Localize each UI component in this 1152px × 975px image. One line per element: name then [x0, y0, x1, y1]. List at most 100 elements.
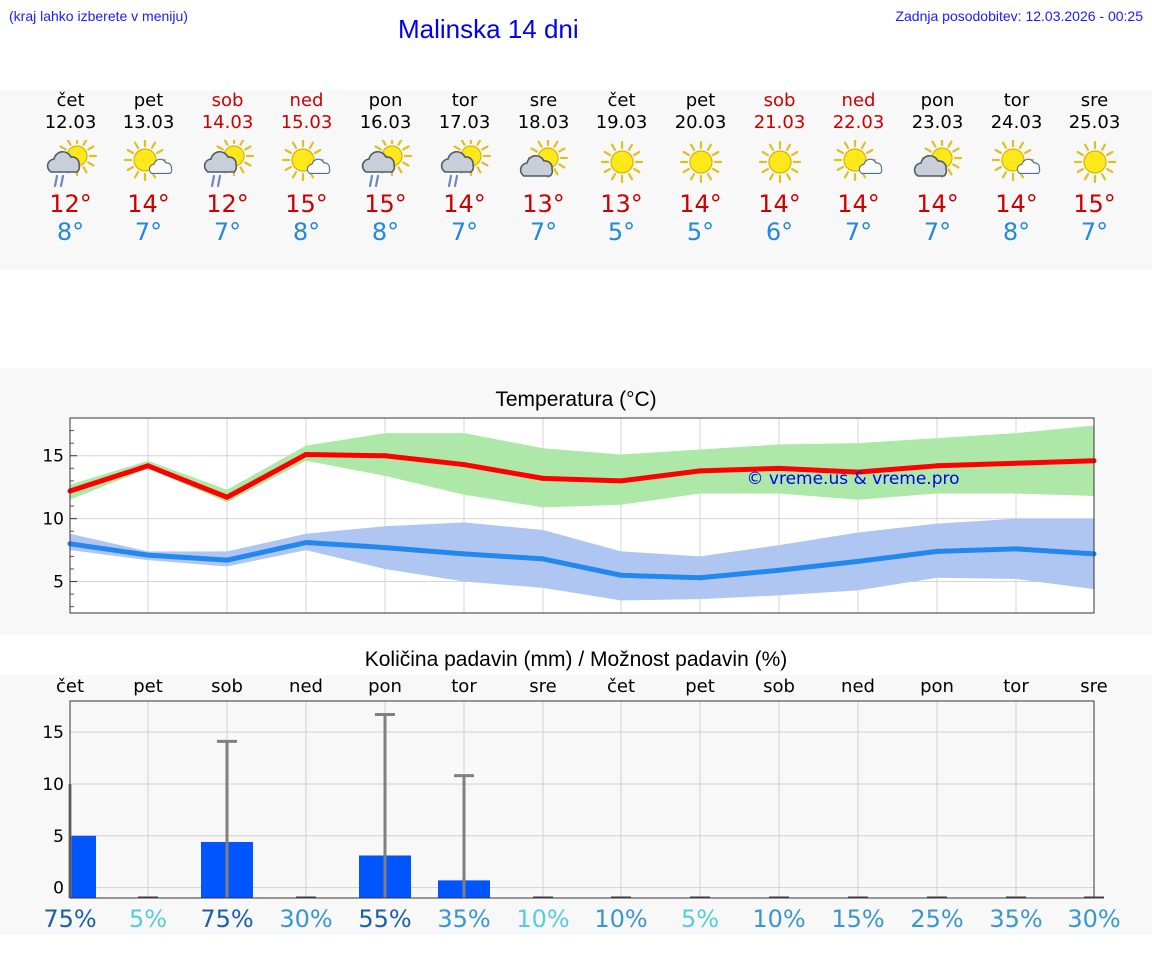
sun-ray — [1105, 150, 1113, 157]
location-hint: (kraj lahko izberete v meniju) — [9, 8, 188, 24]
temp-max: 14° — [916, 190, 959, 218]
day-date: 25.03 — [1068, 112, 1121, 133]
day-date: 17.03 — [438, 112, 491, 133]
sun-ray — [1076, 167, 1084, 174]
sun-ray — [475, 166, 482, 174]
temp-point-min — [697, 575, 703, 581]
cloud-shape — [46, 151, 80, 173]
precip-probability: 5% — [681, 905, 719, 933]
precip-probability: 30% — [1067, 905, 1120, 933]
sun-ray — [627, 143, 633, 151]
sun-cloud-rain-icon — [361, 140, 412, 188]
temp-max: 13° — [522, 190, 565, 218]
sun-ray — [632, 150, 640, 157]
sun-ray — [1023, 148, 1031, 155]
temp-point-min — [618, 572, 624, 578]
sun-ray — [923, 147, 932, 153]
sun-ray — [603, 167, 611, 174]
day-date: 18.03 — [517, 112, 570, 133]
sun-ray — [133, 171, 139, 179]
sun-ray — [768, 143, 774, 151]
sun-ray — [373, 145, 382, 151]
cloud-body — [46, 151, 80, 173]
temp-max: 14° — [127, 190, 170, 218]
sun-ray — [1018, 141, 1024, 149]
sun-ray — [552, 168, 559, 176]
day-name: tor — [1003, 90, 1030, 111]
temp-min: 7° — [213, 218, 242, 246]
day-column: pet 20.03 14° 5° — [661, 90, 740, 246]
day-name: sob — [211, 90, 244, 111]
sun-ray — [1100, 143, 1106, 151]
precip-probability: 75% — [200, 905, 253, 933]
sun-ray — [1083, 173, 1089, 181]
day-column: ned 15.03 15° 8° — [267, 90, 346, 246]
sun-icon — [679, 140, 722, 184]
sun-ray — [711, 150, 719, 157]
cloud-body — [203, 151, 237, 173]
sun-ray — [133, 141, 139, 149]
sun-ray — [223, 140, 229, 146]
cloud-shape — [858, 158, 882, 174]
temp-max: 12° — [49, 190, 92, 218]
sun-ray — [1105, 167, 1113, 174]
rain-drop — [59, 174, 64, 188]
rain-drop — [374, 174, 379, 188]
day-column: sob 14.03 12° 7° — [188, 90, 267, 246]
temperature-chart: 5 10 15 © vreme.us & vreme.pro — [42, 417, 1097, 614]
precip-probability: 5% — [129, 905, 167, 933]
sun-ray — [480, 161, 489, 167]
sun-ray — [930, 140, 937, 148]
temp-min: 7° — [134, 218, 163, 246]
sun-ray — [381, 140, 387, 146]
rain-drop — [210, 174, 215, 188]
sun-disc — [1082, 150, 1107, 174]
temp-max: 15° — [1073, 190, 1116, 218]
sun-ray — [291, 171, 297, 179]
sun-ray — [460, 140, 466, 146]
day-name: sre — [529, 90, 558, 111]
temp-min: 5° — [607, 218, 636, 246]
day-name: čet — [607, 90, 636, 111]
precip-bar — [70, 835, 96, 898]
temp-line-max — [69, 451, 1095, 500]
sun-cloud-icon — [519, 140, 568, 179]
sun-ray — [689, 143, 695, 151]
cloud-shape — [519, 155, 553, 177]
day-name: sob — [763, 90, 796, 111]
sun-ray — [860, 141, 866, 149]
precip-probability: 15% — [831, 905, 884, 933]
precip-probability: 10% — [594, 905, 647, 933]
cloud-body — [519, 155, 553, 177]
category-label: sre — [529, 676, 556, 697]
temp-point-max — [776, 465, 782, 471]
temp-point-min — [145, 552, 151, 558]
sun-ray — [761, 167, 769, 174]
sun-ray — [475, 140, 481, 146]
sun-ray — [1100, 173, 1106, 181]
sun-ray — [951, 147, 960, 153]
category-label: čet — [56, 676, 84, 697]
temp-max: 14° — [995, 190, 1038, 218]
precip-probability: 55% — [358, 905, 411, 933]
day-name: tor — [451, 90, 478, 111]
sun-ray — [946, 140, 953, 148]
day-column: pon 16.03 15° 8° — [346, 90, 425, 246]
temp-point-max — [461, 462, 467, 468]
day-date: 12.03 — [44, 112, 97, 133]
sun-shape — [1073, 140, 1116, 184]
day-column: čet 19.03 13° 5° — [582, 90, 661, 246]
y-tick-label: 5 — [53, 573, 64, 593]
sun-ray — [308, 141, 314, 149]
forecast-band — [0, 90, 1152, 270]
cloud-body — [858, 158, 882, 174]
sun-ray — [313, 148, 321, 155]
sun-small-cloud-icon — [833, 140, 882, 182]
day-date: 13.03 — [122, 112, 175, 133]
day-column: tor 24.03 14° 8° — [977, 90, 1056, 246]
sun-ray — [284, 148, 292, 155]
sun-ray — [682, 150, 690, 157]
sun-ray — [81, 166, 88, 174]
rain-drop — [368, 174, 373, 188]
sun-ray — [1001, 171, 1007, 179]
